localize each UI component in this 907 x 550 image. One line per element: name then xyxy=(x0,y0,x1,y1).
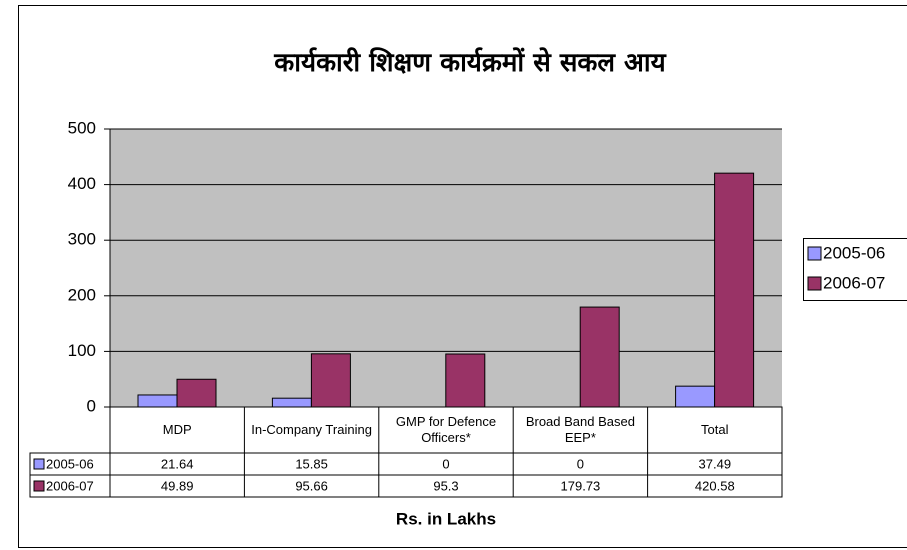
data-label: 37.49 xyxy=(699,456,732,471)
x-tick-label-box: Broad Band Based EEP* xyxy=(525,414,635,445)
legend-label: 2006-07 xyxy=(823,273,885,292)
data-label: 420.58 xyxy=(695,478,735,493)
x-tick-label-box: GMP for Defence Officers* xyxy=(395,414,497,445)
data-label: 0 xyxy=(442,456,449,471)
table-key xyxy=(33,458,45,470)
legend-key xyxy=(807,276,822,291)
x-tick-label-box: Total xyxy=(701,422,729,437)
x-tick-label: GMP for Defence Officers* xyxy=(395,414,497,445)
data-label: 95.66 xyxy=(295,478,328,493)
y-tick-label: 400 xyxy=(68,174,96,193)
bar xyxy=(675,385,716,408)
x-tick-label: Total xyxy=(701,422,729,437)
bar xyxy=(714,172,755,408)
table-series-name: 2006-07 xyxy=(46,478,94,493)
data-label: 49.89 xyxy=(161,478,194,493)
x-tick-label-box: MDP xyxy=(162,422,192,437)
y-tick-label: 300 xyxy=(68,230,96,249)
bar xyxy=(137,394,178,408)
x-tick-label: In-Company Training xyxy=(251,422,372,437)
table-frame xyxy=(109,406,783,498)
x-tick-label-box: In-Company Training xyxy=(251,422,372,437)
data-label: 179.73 xyxy=(561,478,601,493)
data-label: 95.3 xyxy=(433,478,458,493)
legend-label: 2005-06 xyxy=(823,243,885,262)
data-label: 0 xyxy=(577,456,584,471)
bar xyxy=(310,353,351,408)
bar xyxy=(445,353,486,408)
y-tick-label: 0 xyxy=(87,396,96,415)
data-label: 21.64 xyxy=(161,456,194,471)
legend-key xyxy=(807,246,822,261)
table-key xyxy=(33,480,45,492)
bar xyxy=(579,306,620,408)
chart-title: कार्यकारी शिक्षण कार्यक्रमों से सकल आय xyxy=(273,47,666,78)
y-tick-label: 100 xyxy=(68,341,96,360)
table-series-name: 2005-06 xyxy=(46,456,94,471)
bar xyxy=(271,397,312,408)
x-tick-label: Broad Band Based EEP* xyxy=(525,414,635,445)
bar xyxy=(176,378,217,408)
y-tick-label: 500 xyxy=(68,118,96,137)
y-tick-label: 200 xyxy=(68,285,96,304)
x-tick-label: MDP xyxy=(162,422,192,437)
data-label: 15.85 xyxy=(295,456,328,471)
x-axis-label: Rs. in Lakhs xyxy=(396,509,496,528)
